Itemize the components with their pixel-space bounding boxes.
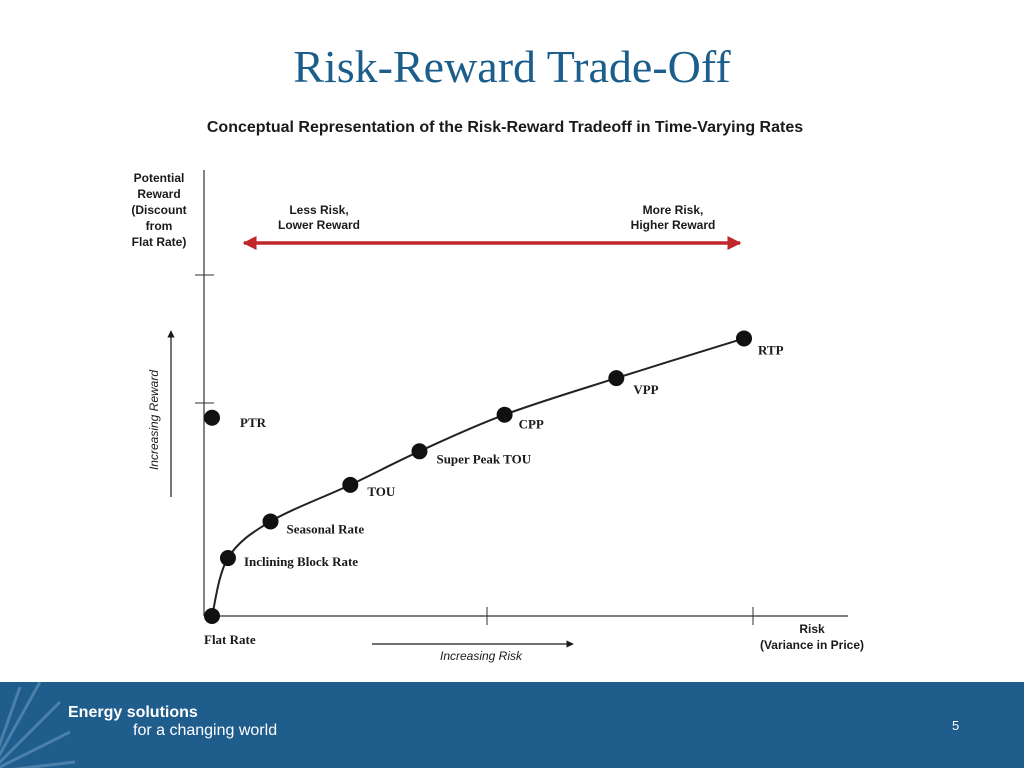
data-point-label: PTR: [240, 415, 267, 430]
risk-reward-chart: Conceptual Representation of the Risk-Re…: [131, 119, 864, 663]
chart-title: Conceptual Representation of the Risk-Re…: [207, 119, 803, 136]
data-point: [736, 330, 752, 347]
y-axis-label-line: Potential: [134, 171, 185, 185]
data-point: [342, 476, 359, 493]
data-point-label: RTP: [758, 342, 784, 357]
data-point: [262, 513, 279, 530]
slide-title: Risk-Reward Trade-Off: [293, 41, 731, 92]
data-point-label: Inclining Block Rate: [244, 554, 358, 569]
y-axis-label-line: (Discount: [131, 203, 186, 217]
page-number: 5: [952, 718, 960, 733]
data-point: [219, 550, 236, 567]
data-point-label: Seasonal Rate: [287, 521, 365, 536]
y-axis-label-line: Flat Rate): [132, 235, 187, 249]
data-point-label: VPP: [633, 382, 658, 397]
brand-line-2: for a changing world: [133, 722, 278, 739]
x-axis-label-line: (Variance in Price): [760, 638, 864, 652]
increasing-reward-label: Increasing Reward: [147, 370, 161, 470]
x-axis-label-line: Risk: [799, 622, 825, 636]
brand-line-1: Energy solutions: [68, 704, 198, 721]
tradeoff-right-label: More Risk,: [643, 203, 704, 217]
data-point: [204, 409, 220, 426]
series-line: [211, 337, 745, 617]
tradeoff-left-label: Lower Reward: [278, 218, 360, 232]
footer-bar: Energy solutions for a changing world 5: [0, 682, 1024, 768]
data-point: [411, 443, 428, 460]
y-axis-label-line: Reward: [137, 187, 180, 201]
data-point-label: Flat Rate: [204, 632, 256, 647]
tradeoff-left-label: Less Risk,: [289, 203, 348, 217]
data-point-label: TOU: [367, 484, 396, 499]
tradeoff-right-label: Higher Reward: [631, 218, 716, 232]
data-point-label: Super Peak TOU: [436, 451, 531, 466]
increasing-risk-label: Increasing Risk: [440, 649, 523, 663]
data-point: [496, 406, 513, 423]
starburst-logo: [0, 682, 76, 768]
data-point: [204, 608, 220, 624]
y-axis-label-line: from: [146, 219, 173, 233]
data-point: [608, 370, 625, 387]
data-point-label: CPP: [519, 417, 544, 432]
